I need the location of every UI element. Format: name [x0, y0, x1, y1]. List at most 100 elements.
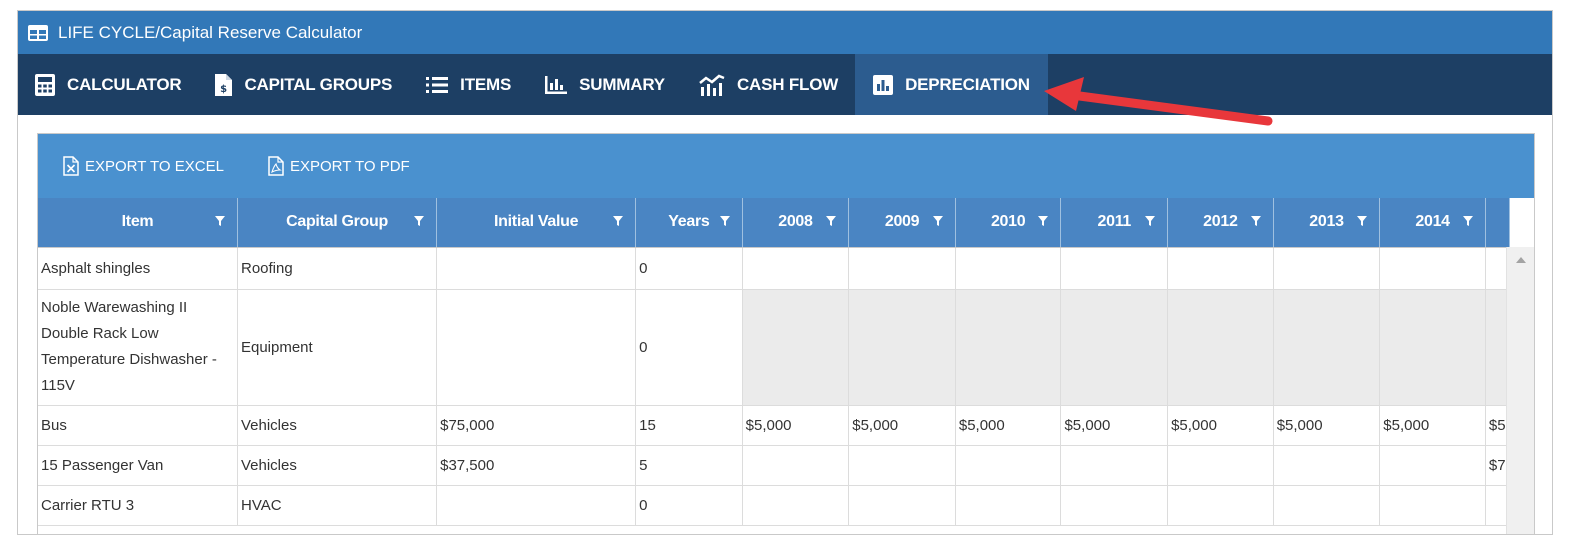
- cell-year-value: [742, 445, 850, 486]
- cell-years: 0: [635, 289, 743, 406]
- svg-text:$: $: [221, 84, 228, 95]
- cell-years: 0: [635, 247, 743, 290]
- table-row[interactable]: Noble Warewashing II Double Rack Low Tem…: [38, 289, 1534, 406]
- column-header[interactable]: Initial Value: [436, 198, 637, 248]
- column-label: Item: [121, 213, 154, 231]
- window-title: LIFE CYCLE/Capital Reserve Calculator: [58, 22, 363, 42]
- cell-initial-value: $37,500: [436, 445, 637, 486]
- list-icon: [426, 76, 449, 93]
- cell-year-value: [848, 289, 956, 406]
- filter-icon[interactable]: [826, 216, 837, 226]
- column-header[interactable]: 2009: [848, 198, 956, 248]
- cell-initial-value: [436, 485, 637, 526]
- depreciation-panel: EXPORT TO EXCEL EXPORT TO PDF Item: [37, 133, 1535, 534]
- column-header-partial: [1485, 198, 1510, 248]
- filter-icon[interactable]: [932, 216, 943, 226]
- filter-icon[interactable]: [613, 216, 624, 226]
- cell-year-value: [1167, 289, 1274, 406]
- cell-year-value: [1060, 289, 1169, 406]
- column-header[interactable]: Years: [635, 198, 743, 248]
- cell-year-value: $5,000: [1167, 405, 1274, 446]
- export-pdf-button[interactable]: EXPORT TO PDF: [268, 156, 410, 176]
- filter-icon[interactable]: [1038, 216, 1049, 226]
- column-label: Initial Value: [494, 213, 579, 231]
- column-header[interactable]: 2014: [1379, 198, 1486, 248]
- table-row[interactable]: Carrier RTU 3 HVAC 0: [38, 485, 1534, 526]
- grid-header-row: Item Capital Group Initial Value Years 2…: [38, 198, 1534, 248]
- scrollbar-header-spacer: [1509, 198, 1534, 248]
- cell-year-value: [848, 485, 956, 526]
- cell-item: Bus: [38, 405, 238, 446]
- cell-overflow: $7: [1485, 445, 1510, 486]
- calculator-icon: [35, 73, 55, 96]
- calculator-window: LIFE CYCLE/Capital Reserve Calculator CA…: [17, 10, 1553, 535]
- filter-icon[interactable]: [414, 216, 425, 226]
- export-excel-button[interactable]: EXPORT TO EXCEL: [63, 156, 224, 176]
- tab-depreciation[interactable]: DEPRECIATION: [855, 54, 1048, 115]
- column-label: 2009: [884, 213, 920, 231]
- cell-year-value: [1273, 445, 1381, 486]
- filter-icon[interactable]: [1462, 216, 1473, 226]
- cell-item: 15 Passenger Van: [38, 445, 238, 486]
- cell-year-value: $5,000: [742, 405, 850, 446]
- cell-year-value: [1167, 247, 1274, 290]
- pdf-file-icon: [268, 156, 284, 176]
- cell-year-value: [955, 445, 1062, 486]
- column-header[interactable]: Capital Group: [237, 198, 438, 248]
- cell-year-value: [1273, 485, 1381, 526]
- tab-summary[interactable]: SUMMARY: [528, 54, 682, 115]
- cell-year-value: [955, 485, 1062, 526]
- column-header[interactable]: 2011: [1060, 198, 1169, 248]
- cell-item: Noble Warewashing II Double Rack Low Tem…: [38, 289, 238, 406]
- tab-label: CAPITAL GROUPS: [244, 74, 393, 94]
- invoice-icon: $: [215, 73, 233, 96]
- cell-year-value: [955, 289, 1062, 406]
- tab-label: CALCULATOR: [67, 74, 182, 94]
- column-label: 2011: [1097, 213, 1132, 231]
- cell-years: 15: [635, 405, 743, 446]
- tab-calculator[interactable]: CALCULATOR: [18, 54, 198, 115]
- cell-year-value: $5,000: [1379, 405, 1486, 446]
- tab-label: CASH FLOW: [736, 74, 839, 94]
- cell-item: Asphalt shingles: [38, 247, 238, 290]
- cell-overflow: [1485, 289, 1510, 406]
- column-label: 2014: [1415, 213, 1450, 231]
- table-icon: [28, 24, 48, 41]
- filter-icon[interactable]: [719, 216, 730, 226]
- column-header[interactable]: Item: [38, 198, 238, 248]
- tab-items[interactable]: ITEMS: [409, 54, 528, 115]
- tab-label: SUMMARY: [579, 74, 665, 94]
- cell-year-value: [848, 247, 956, 290]
- cell-group: HVAC: [237, 485, 438, 526]
- cell-year-value: $5,000: [1060, 405, 1169, 446]
- column-header[interactable]: 2013: [1273, 198, 1381, 248]
- table-row[interactable]: 15 Passenger Van Vehicles $37,500 5 $7: [38, 445, 1534, 486]
- title-bar: LIFE CYCLE/Capital Reserve Calculator: [18, 11, 1552, 54]
- tab-cash-flow[interactable]: CASH FLOW: [682, 54, 855, 115]
- filter-icon[interactable]: [1250, 216, 1261, 226]
- filter-icon[interactable]: [214, 216, 225, 226]
- table-row[interactable]: Asphalt shingles Roofing 0: [38, 247, 1534, 290]
- filter-icon[interactable]: [1145, 216, 1156, 226]
- column-header[interactable]: 2012: [1167, 198, 1274, 248]
- cell-year-value: [1379, 289, 1486, 406]
- filter-icon[interactable]: [1357, 216, 1368, 226]
- cell-year-value: [1273, 289, 1381, 406]
- table-row[interactable]: Bus Vehicles $75,000 15 $5,000 $5,000 $5…: [38, 405, 1534, 446]
- column-header[interactable]: 2008: [742, 198, 850, 248]
- cell-year-value: [742, 289, 850, 406]
- cell-initial-value: [436, 247, 637, 290]
- chart-box-icon: [873, 74, 894, 95]
- column-label: Years: [668, 213, 710, 231]
- cell-overflow: $5: [1485, 405, 1510, 446]
- cell-year-value: [1167, 485, 1274, 526]
- cell-year-value: [1379, 247, 1486, 290]
- cell-year-value: [1060, 485, 1169, 526]
- vertical-scrollbar[interactable]: [1506, 247, 1534, 534]
- cell-year-value: [1273, 247, 1381, 290]
- tab-capital-groups[interactable]: $ CAPITAL GROUPS: [198, 54, 409, 115]
- column-header[interactable]: 2010: [955, 198, 1062, 248]
- cell-group: Vehicles: [237, 445, 438, 486]
- tab-label: ITEMS: [460, 74, 512, 94]
- scroll-up-arrow-icon[interactable]: [1516, 257, 1526, 263]
